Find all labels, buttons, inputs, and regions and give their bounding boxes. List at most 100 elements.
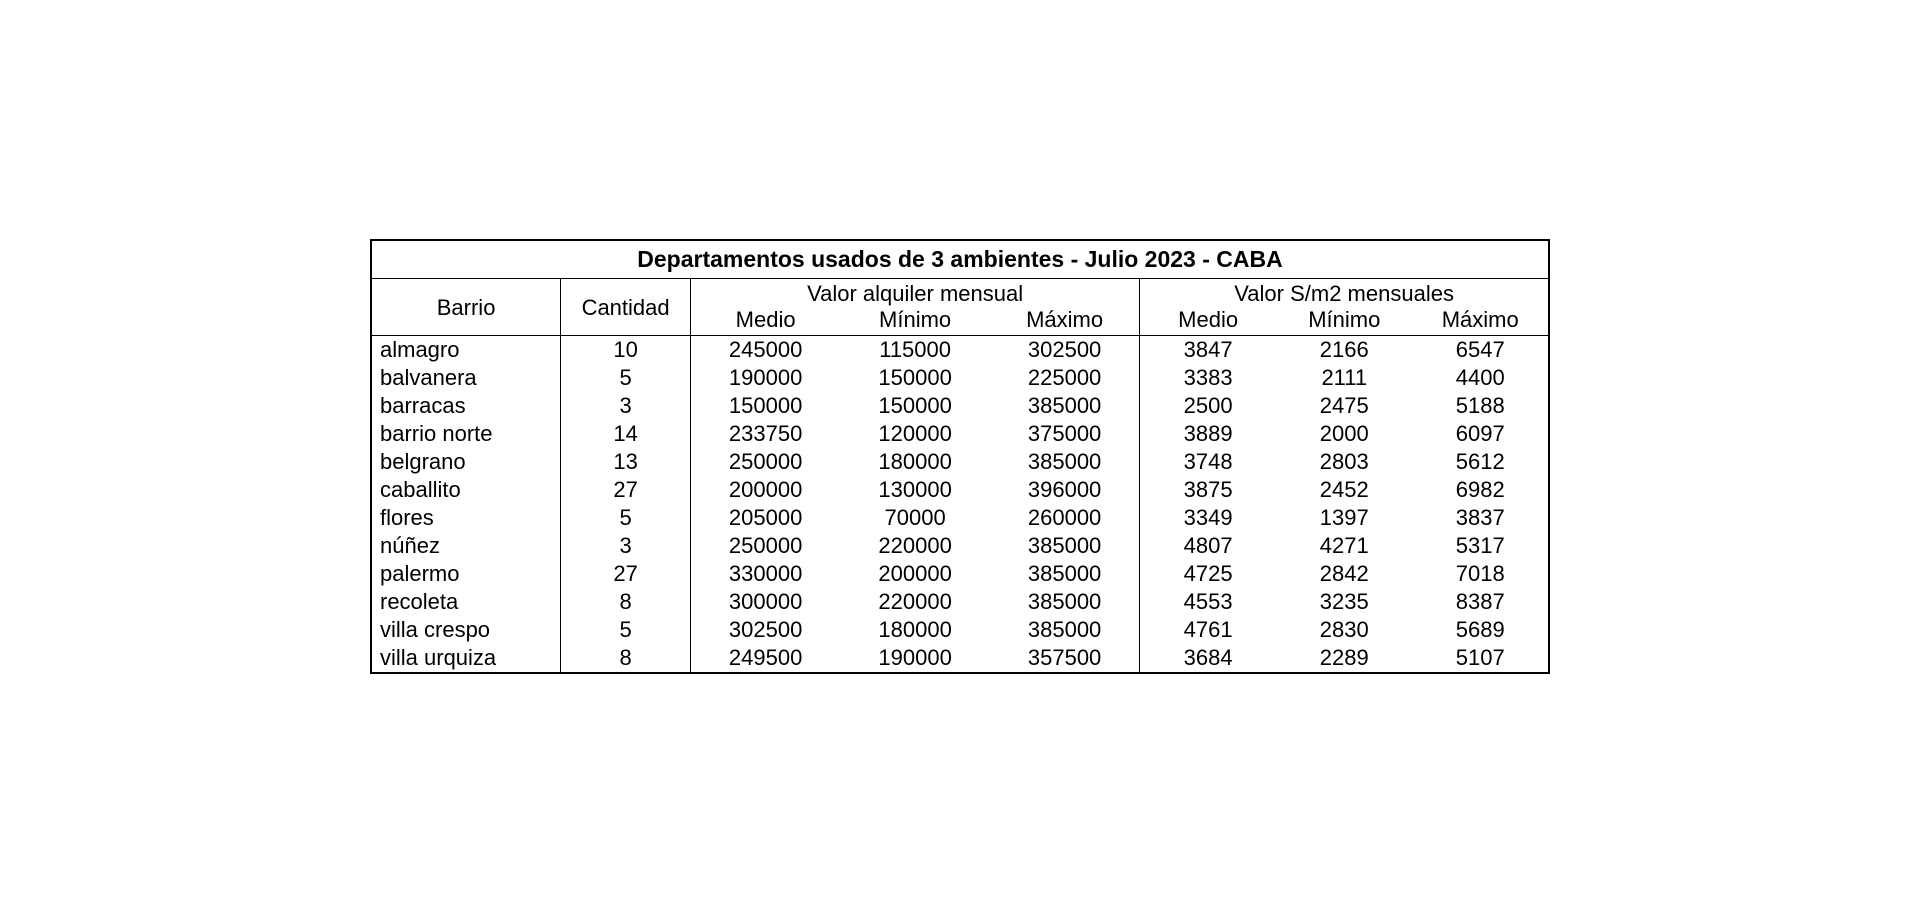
cell-barrio: almagro — [371, 336, 561, 365]
cell-alq-max: 396000 — [990, 476, 1140, 504]
cell-alq-max: 385000 — [990, 532, 1140, 560]
table-title: Departamentos usados de 3 ambientes - Ju… — [371, 240, 1549, 279]
cell-alq-medio: 205000 — [691, 504, 841, 532]
header-alq-minimo: Mínimo — [840, 307, 990, 336]
cell-barrio: villa crespo — [371, 616, 561, 644]
cell-m2-min: 3235 — [1276, 588, 1412, 616]
table-row: almagro10245000115000302500384721666547 — [371, 336, 1549, 365]
header-m2-medio: Medio — [1140, 307, 1276, 336]
cell-alq-min: 130000 — [840, 476, 990, 504]
cell-alq-max: 375000 — [990, 420, 1140, 448]
cell-m2-medio: 4725 — [1140, 560, 1276, 588]
cell-alq-medio: 250000 — [691, 532, 841, 560]
cell-m2-medio: 3684 — [1140, 644, 1276, 673]
table-row: recoleta8300000220000385000455332358387 — [371, 588, 1549, 616]
cell-alq-medio: 200000 — [691, 476, 841, 504]
cell-cantidad: 27 — [561, 560, 691, 588]
cell-m2-min: 2111 — [1276, 364, 1412, 392]
cell-m2-min: 2842 — [1276, 560, 1412, 588]
header-m2-minimo: Mínimo — [1276, 307, 1412, 336]
cell-alq-max: 225000 — [990, 364, 1140, 392]
cell-alq-medio: 245000 — [691, 336, 841, 365]
cell-m2-min: 2000 — [1276, 420, 1412, 448]
cell-barrio: palermo — [371, 560, 561, 588]
cell-m2-medio: 4553 — [1140, 588, 1276, 616]
cell-m2-max: 5689 — [1412, 616, 1549, 644]
cell-m2-min: 4271 — [1276, 532, 1412, 560]
cell-barrio: belgrano — [371, 448, 561, 476]
cell-alq-min: 115000 — [840, 336, 990, 365]
header-group-alquiler: Valor alquiler mensual — [691, 279, 1140, 308]
cell-cantidad: 13 — [561, 448, 691, 476]
cell-cantidad: 3 — [561, 532, 691, 560]
cell-cantidad: 10 — [561, 336, 691, 365]
cell-cantidad: 8 — [561, 588, 691, 616]
cell-m2-min: 2289 — [1276, 644, 1412, 673]
cell-m2-max: 6097 — [1412, 420, 1549, 448]
cell-m2-medio: 4761 — [1140, 616, 1276, 644]
cell-m2-max: 5188 — [1412, 392, 1549, 420]
cell-m2-max: 8387 — [1412, 588, 1549, 616]
cell-barrio: caballito — [371, 476, 561, 504]
cell-alq-medio: 150000 — [691, 392, 841, 420]
cell-cantidad: 14 — [561, 420, 691, 448]
cell-m2-min: 2475 — [1276, 392, 1412, 420]
cell-alq-min: 150000 — [840, 364, 990, 392]
cell-alq-min: 190000 — [840, 644, 990, 673]
cell-alq-medio: 190000 — [691, 364, 841, 392]
cell-alq-min: 200000 — [840, 560, 990, 588]
cell-alq-min: 220000 — [840, 588, 990, 616]
cell-barrio: barrio norte — [371, 420, 561, 448]
cell-m2-max: 3837 — [1412, 504, 1549, 532]
cell-alq-max: 385000 — [990, 448, 1140, 476]
cell-m2-max: 5317 — [1412, 532, 1549, 560]
cell-barrio: recoleta — [371, 588, 561, 616]
cell-m2-max: 5107 — [1412, 644, 1549, 673]
cell-m2-medio: 3889 — [1140, 420, 1276, 448]
cell-alq-max: 385000 — [990, 588, 1140, 616]
cell-m2-max: 6982 — [1412, 476, 1549, 504]
table-row: barracas3150000150000385000250024755188 — [371, 392, 1549, 420]
cell-m2-medio: 3847 — [1140, 336, 1276, 365]
table-row: belgrano13250000180000385000374828035612 — [371, 448, 1549, 476]
cell-m2-medio: 2500 — [1140, 392, 1276, 420]
cell-alq-max: 385000 — [990, 560, 1140, 588]
header-group-m2: Valor S/m2 mensuales — [1140, 279, 1549, 308]
cell-m2-min: 2452 — [1276, 476, 1412, 504]
cell-barrio: balvanera — [371, 364, 561, 392]
header-barrio: Barrio — [371, 279, 561, 336]
table-row: núñez3250000220000385000480742715317 — [371, 532, 1549, 560]
cell-cantidad: 5 — [561, 504, 691, 532]
header-m2-maximo: Máximo — [1412, 307, 1549, 336]
cell-alq-medio: 330000 — [691, 560, 841, 588]
table-body: almagro10245000115000302500384721666547b… — [371, 336, 1549, 674]
header-row-groups: Barrio Cantidad Valor alquiler mensual V… — [371, 279, 1549, 308]
table-row: palermo27330000200000385000472528427018 — [371, 560, 1549, 588]
cell-m2-medio: 3383 — [1140, 364, 1276, 392]
cell-m2-min: 2830 — [1276, 616, 1412, 644]
data-table: Departamentos usados de 3 ambientes - Ju… — [370, 239, 1550, 674]
cell-m2-max: 7018 — [1412, 560, 1549, 588]
cell-alq-max: 385000 — [990, 616, 1140, 644]
cell-cantidad: 27 — [561, 476, 691, 504]
cell-alq-min: 150000 — [840, 392, 990, 420]
cell-alq-medio: 300000 — [691, 588, 841, 616]
title-row: Departamentos usados de 3 ambientes - Ju… — [371, 240, 1549, 279]
cell-alq-max: 302500 — [990, 336, 1140, 365]
cell-m2-min: 1397 — [1276, 504, 1412, 532]
header-cantidad: Cantidad — [561, 279, 691, 336]
cell-alq-medio: 249500 — [691, 644, 841, 673]
table-container: Departamentos usados de 3 ambientes - Ju… — [370, 239, 1550, 674]
table-row: flores520500070000260000334913973837 — [371, 504, 1549, 532]
cell-cantidad: 3 — [561, 392, 691, 420]
cell-alq-max: 385000 — [990, 392, 1140, 420]
cell-m2-medio: 3748 — [1140, 448, 1276, 476]
cell-cantidad: 8 — [561, 644, 691, 673]
header-alq-medio: Medio — [691, 307, 841, 336]
cell-cantidad: 5 — [561, 616, 691, 644]
cell-m2-medio: 4807 — [1140, 532, 1276, 560]
table-row: villa crespo5302500180000385000476128305… — [371, 616, 1549, 644]
cell-alq-medio: 250000 — [691, 448, 841, 476]
cell-alq-min: 120000 — [840, 420, 990, 448]
table-row: balvanera5190000150000225000338321114400 — [371, 364, 1549, 392]
